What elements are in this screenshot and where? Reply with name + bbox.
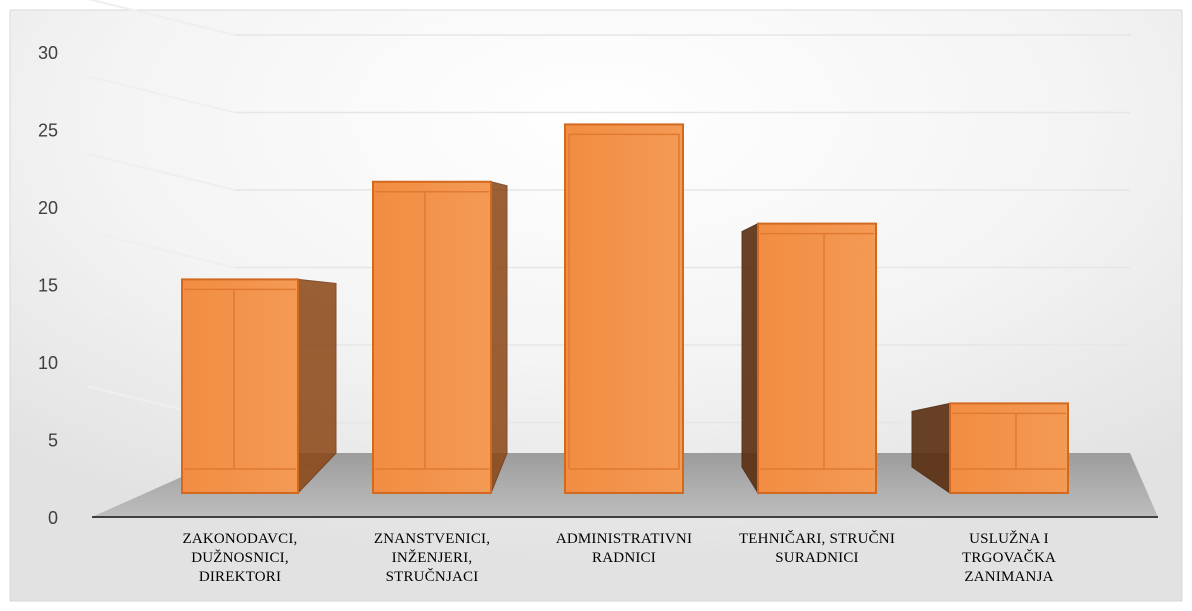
bar-5 xyxy=(911,402,1069,494)
x-category-label: ZNANSTVENICI, INŽENJERI, STRUČNJACI xyxy=(374,531,490,585)
bar-3 xyxy=(564,123,684,495)
y-tick-label: 20 xyxy=(38,198,58,218)
x-category-label: TEHNIČARI, STRUČNI SURADNICI xyxy=(739,530,895,566)
x-category-label: ADMINISTRATIVNI RADNICI xyxy=(556,531,692,566)
x-category-label: ZAKONODAVCI, DUŽNOSNICI, DIREKTORI xyxy=(182,531,297,585)
y-tick-label: 0 xyxy=(48,508,58,528)
bar-front-face xyxy=(949,402,1069,494)
bar-4 xyxy=(741,222,877,495)
bar-front-face xyxy=(372,180,492,494)
bars xyxy=(181,123,1069,495)
bar-side-face xyxy=(490,181,508,494)
bar-1 xyxy=(181,278,337,495)
bar-front-face xyxy=(564,123,684,495)
y-tick-label: 15 xyxy=(38,276,58,296)
y-tick-label: 25 xyxy=(38,121,58,141)
gridline-perspective xyxy=(87,0,236,36)
gridline-perspective xyxy=(87,153,236,191)
y-tick-label: 10 xyxy=(38,353,58,373)
bar-front-face xyxy=(757,222,877,494)
bar-inner-edge xyxy=(568,133,680,470)
bar-front-face xyxy=(181,278,299,494)
bar-2 xyxy=(372,180,508,494)
gridline-perspective xyxy=(87,75,236,114)
labels: 0 5 10 15 20 25 30 ZAKONODAVCI, DUŽNOSNICI, DIREK… xyxy=(38,43,1056,585)
y-tick-label: 5 xyxy=(48,431,58,451)
gridline-perspective xyxy=(87,230,236,269)
x-category-label: USLUŽNA I TRGOVAČKA ZANIMANJA xyxy=(962,530,1056,585)
y-tick-label: 30 xyxy=(38,43,58,63)
bar-side-face xyxy=(741,222,759,495)
